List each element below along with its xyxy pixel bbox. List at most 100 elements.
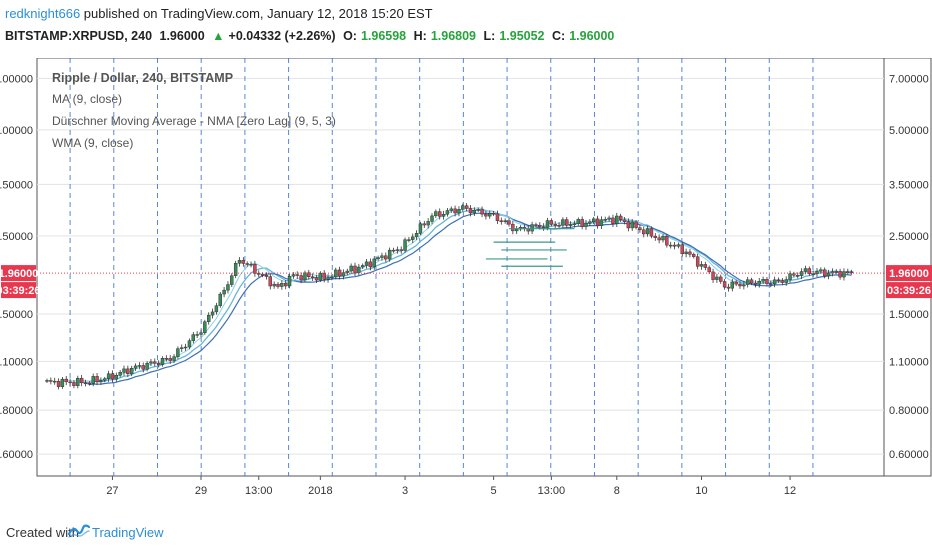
candle xyxy=(114,372,119,382)
candle-body-down xyxy=(534,224,538,226)
candle xyxy=(264,272,269,280)
candle-body-up xyxy=(172,356,176,361)
candle-body-down xyxy=(153,361,157,364)
candle-body-up xyxy=(76,377,80,386)
candle-body-up xyxy=(361,265,365,268)
footer: Created with TradingView xyxy=(0,514,932,550)
candle-body-down xyxy=(257,273,261,275)
candle-body-up xyxy=(842,271,846,278)
candle xyxy=(168,355,172,364)
candle xyxy=(241,257,246,267)
y-tick-label-left: 5.00000 xyxy=(0,125,33,137)
candle-body-up xyxy=(280,283,284,287)
candle-body-down xyxy=(538,224,542,227)
candle-body-up xyxy=(187,340,192,348)
y-tick-label-left: 0.60000 xyxy=(0,449,33,461)
candle-body-up xyxy=(129,368,134,374)
candle-body-down xyxy=(565,219,569,226)
candle xyxy=(172,354,176,364)
candle xyxy=(703,261,708,271)
ma-line xyxy=(77,209,852,384)
candle-body-down xyxy=(156,362,161,365)
candle xyxy=(746,276,750,288)
candle xyxy=(53,377,57,385)
candle xyxy=(842,268,846,281)
price-tag-right-bg xyxy=(886,265,932,282)
candle xyxy=(796,272,800,279)
candle xyxy=(553,221,557,229)
candle xyxy=(372,256,376,270)
countdown-tag-left-bg xyxy=(1,282,36,299)
candle-body-down xyxy=(703,264,708,268)
candle xyxy=(557,222,561,229)
candle-body-up xyxy=(122,368,126,373)
candle-body-up xyxy=(826,272,831,277)
candle xyxy=(734,279,738,287)
candle xyxy=(164,355,169,362)
candle xyxy=(368,258,373,271)
candle-body-down xyxy=(168,358,172,361)
price-tag-right: 1.96000 xyxy=(889,268,929,280)
candle xyxy=(719,274,723,284)
candle-body-up xyxy=(106,373,111,380)
candle-body-up xyxy=(588,221,592,224)
candle xyxy=(310,273,315,281)
candle-body-up xyxy=(364,261,369,266)
candle-body-up xyxy=(414,233,419,238)
candle xyxy=(411,233,415,244)
candle xyxy=(176,346,180,360)
candle xyxy=(784,276,788,286)
candle-body-up xyxy=(330,276,334,279)
candle xyxy=(441,210,446,220)
candle xyxy=(445,208,450,217)
low-value: 1.95052 xyxy=(499,29,545,43)
candle xyxy=(160,356,165,367)
candle xyxy=(426,218,430,229)
price-chart[interactable]: 7.00000 5.00000 3.50000 2.50000 1.50000 1.100… xyxy=(0,58,932,510)
candle xyxy=(418,221,423,236)
y-tick-label-left: 2.50000 xyxy=(0,231,33,243)
candle-body-down xyxy=(79,377,84,384)
candle xyxy=(364,259,369,269)
candle xyxy=(692,252,696,259)
candle-body-up xyxy=(237,260,242,264)
candle xyxy=(287,273,292,289)
tradingview-logo-icon[interactable] xyxy=(68,522,90,538)
candle-body-down xyxy=(56,380,61,387)
candle xyxy=(511,220,515,235)
author-link[interactable]: redknight666 xyxy=(5,6,81,21)
y-axis-left: 7.00000 5.00000 3.50000 2.50000 1.50000 1.100… xyxy=(0,73,33,461)
candle-body-up xyxy=(788,273,792,280)
candle-body-up xyxy=(160,358,165,365)
candle-body-up xyxy=(811,273,815,275)
candle-body-up xyxy=(349,265,353,272)
candle-body-down xyxy=(164,358,169,360)
candle-body-down xyxy=(110,373,115,380)
tradingview-brand[interactable]: TradingView xyxy=(92,525,164,540)
candle-body-up xyxy=(599,219,604,226)
x-axis: 27 29 13:00 2018 3 5 13:00 8 10 12 xyxy=(106,476,796,497)
candle xyxy=(403,237,407,253)
candle xyxy=(711,268,715,283)
candle xyxy=(769,280,773,288)
candle xyxy=(684,248,688,258)
candle-body-up xyxy=(630,221,634,229)
candle-body-up xyxy=(472,210,477,214)
candle-body-down xyxy=(707,267,711,273)
legend-ma: MA (9, close) xyxy=(52,92,122,106)
candle-body-up xyxy=(214,305,219,313)
candle xyxy=(695,253,700,270)
candle-body-down xyxy=(688,251,692,255)
candle-body-down xyxy=(765,279,769,284)
candle xyxy=(665,233,669,248)
candle xyxy=(299,272,303,284)
candle xyxy=(149,358,153,367)
candle xyxy=(568,221,573,229)
candle-body-up xyxy=(669,244,673,247)
candle xyxy=(330,274,334,281)
candle-body-down xyxy=(307,272,311,277)
x-tick-label: 8 xyxy=(614,485,620,497)
candle-body-down xyxy=(264,275,269,277)
close-value: 1.96000 xyxy=(569,29,615,43)
candle-body-down xyxy=(665,235,669,246)
